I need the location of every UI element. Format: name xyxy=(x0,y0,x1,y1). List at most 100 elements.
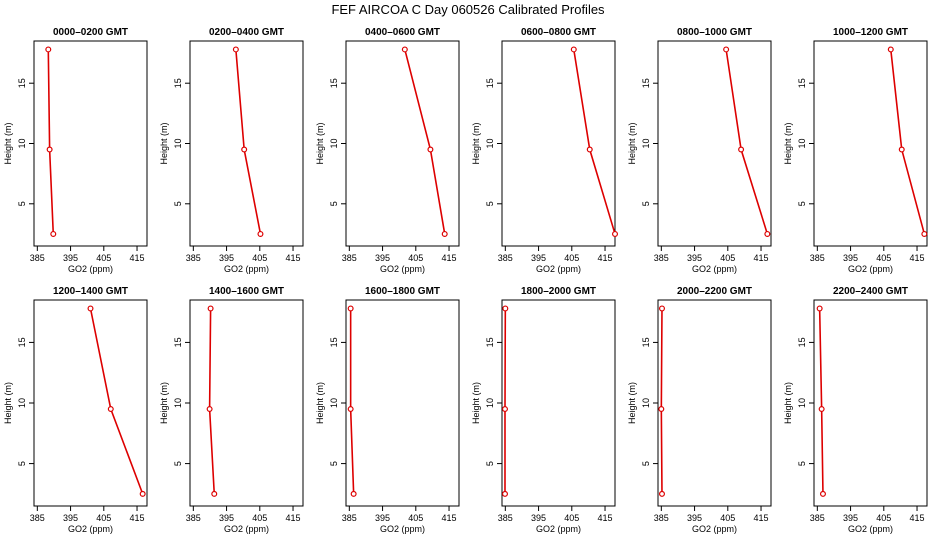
x-tick-label: 405 xyxy=(564,253,579,263)
x-tick-label: 395 xyxy=(219,513,234,523)
x-tick-label: 415 xyxy=(754,513,769,523)
profile-panel: 1400–1600 GMT 385 395 405 415 GO2 (ppm) 5 10 15 H… xyxy=(159,286,304,534)
plot-frame xyxy=(501,40,616,247)
y-tick-label: 5 xyxy=(485,201,495,206)
x-tick-label: 405 xyxy=(720,253,735,263)
data-point xyxy=(232,46,239,53)
data-point xyxy=(818,406,825,413)
x-tick-label: 415 xyxy=(910,253,925,263)
y-tick-label: 5 xyxy=(485,461,495,466)
y-tick-label: 5 xyxy=(17,461,27,466)
y-tick-label: 10 xyxy=(329,138,339,148)
y-axis-label: Height (m) xyxy=(471,122,481,164)
data-point xyxy=(347,406,354,413)
data-point xyxy=(257,230,264,237)
x-tick-label: 405 xyxy=(252,253,267,263)
x-tick-label: 395 xyxy=(843,513,858,523)
data-point xyxy=(45,46,52,53)
y-axis-label: Height (m) xyxy=(159,122,169,164)
plot-frame xyxy=(345,299,460,507)
x-tick-label: 405 xyxy=(720,513,735,523)
y-axis-label: Height (m) xyxy=(783,382,793,424)
x-tick-label: 385 xyxy=(186,513,201,523)
profile-panel: 1000–1200 GMT 385 395 405 415 GO2 (ppm) 5 10 15 H… xyxy=(783,27,928,274)
y-tick-label: 5 xyxy=(641,461,651,466)
data-point xyxy=(723,46,730,53)
x-tick-label: 415 xyxy=(442,513,457,523)
plot-frame xyxy=(813,299,928,507)
profile-panel: 0600–0800 GMT 385 395 405 415 GO2 (ppm) 5 10 15 H… xyxy=(471,27,618,274)
x-tick-label: 405 xyxy=(96,253,111,263)
plot-frame xyxy=(33,40,148,247)
y-tick-label: 5 xyxy=(797,201,807,206)
data-point xyxy=(401,46,408,53)
x-tick-label: 415 xyxy=(286,513,301,523)
x-tick-label: 405 xyxy=(252,513,267,523)
y-tick-label: 15 xyxy=(797,337,807,347)
profile-line xyxy=(889,49,926,235)
y-tick-label: 10 xyxy=(485,398,495,408)
data-point xyxy=(207,305,214,312)
x-tick-label: 385 xyxy=(654,253,669,263)
x-tick-label: 385 xyxy=(186,253,201,263)
data-point xyxy=(46,146,53,153)
x-tick-label: 385 xyxy=(498,253,513,263)
y-axis-label: Height (m) xyxy=(783,122,793,164)
profile-panel: 0400–0600 GMT 385 395 405 415 GO2 (ppm) 5 10 15 H… xyxy=(315,27,460,274)
y-axis-label: Height (m) xyxy=(3,382,13,424)
plot-frame xyxy=(501,299,616,507)
plot-frame xyxy=(33,299,148,507)
x-tick-label: 415 xyxy=(910,513,925,523)
data-point xyxy=(887,46,894,53)
x-tick-label: 415 xyxy=(754,253,769,263)
data-point xyxy=(502,305,509,312)
profile-line xyxy=(47,49,55,234)
data-point xyxy=(738,146,745,153)
data-point xyxy=(241,146,248,153)
profile-panel: 1200–1400 GMT 385 395 405 415 GO2 (ppm) 5 10 15 H… xyxy=(3,286,148,534)
x-tick-label: 395 xyxy=(375,253,390,263)
profile-panel: 0800–1000 GMT 385 395 405 415 GO2 (ppm) 5 10 15 H… xyxy=(627,27,772,274)
x-tick-label: 395 xyxy=(219,253,234,263)
profile-line xyxy=(89,308,144,495)
data-point xyxy=(764,230,771,237)
plot-frame xyxy=(813,40,928,247)
panel-title: 1000–1200 GMT xyxy=(833,27,908,38)
x-tick-label: 405 xyxy=(564,513,579,523)
x-tick-label: 385 xyxy=(342,253,357,263)
data-point xyxy=(347,305,354,312)
y-tick-label: 15 xyxy=(485,78,495,88)
data-point xyxy=(139,490,146,497)
y-axis-label: Height (m) xyxy=(3,122,13,164)
x-axis-label: GO2 (ppm) xyxy=(224,524,269,534)
data-point xyxy=(50,230,57,237)
profile-line xyxy=(725,49,769,235)
x-tick-label: 395 xyxy=(531,253,546,263)
panel-title: 0400–0600 GMT xyxy=(365,27,440,38)
x-tick-label: 385 xyxy=(810,253,825,263)
y-axis-label: Height (m) xyxy=(315,382,325,424)
profile-line xyxy=(208,308,216,494)
data-point xyxy=(816,305,823,312)
x-tick-label: 395 xyxy=(687,253,702,263)
data-point xyxy=(87,305,94,312)
profile-line xyxy=(572,49,616,235)
x-axis-label: GO2 (ppm) xyxy=(380,524,425,534)
data-point xyxy=(586,146,593,153)
x-tick-label: 385 xyxy=(342,513,357,523)
x-axis-label: GO2 (ppm) xyxy=(68,524,113,534)
figure-title: FEF AIRCOA C Day 060526 Calibrated Profi… xyxy=(331,2,605,17)
y-tick-label: 15 xyxy=(17,78,27,88)
profile-panel: 2200–2400 GMT 385 395 405 415 GO2 (ppm) 5 10 15 H… xyxy=(783,286,928,534)
data-point xyxy=(658,490,665,497)
y-tick-label: 5 xyxy=(173,201,183,206)
x-tick-label: 415 xyxy=(286,253,301,263)
x-tick-label: 415 xyxy=(130,513,145,523)
x-axis-label: GO2 (ppm) xyxy=(848,524,893,534)
profile-line xyxy=(660,308,663,494)
y-tick-label: 10 xyxy=(329,398,339,408)
x-tick-label: 385 xyxy=(30,253,45,263)
profile-panel: 1600–1800 GMT 385 395 405 415 GO2 (ppm) 5 10 15 H… xyxy=(315,286,460,534)
x-axis-label: GO2 (ppm) xyxy=(692,264,737,274)
